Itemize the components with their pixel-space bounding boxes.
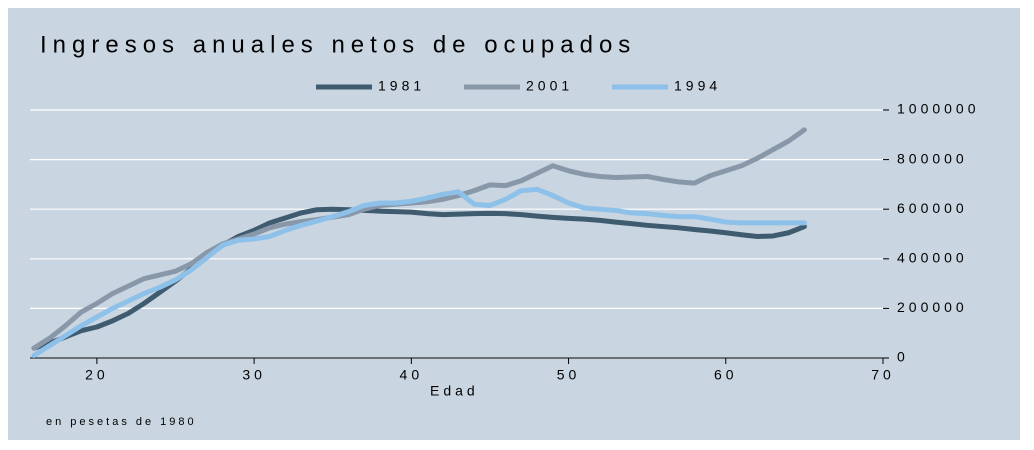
y-tick-label: 200000 xyxy=(897,299,968,315)
x-tick-label: 60 xyxy=(714,367,738,383)
line-series xyxy=(31,127,807,351)
x-tick-label: 40 xyxy=(400,367,424,383)
x-tick-label: 20 xyxy=(85,367,109,383)
x-axis-label: Edad xyxy=(430,383,479,399)
legend-label: 1994 xyxy=(674,78,721,94)
chart-background xyxy=(8,8,1020,440)
y-tick-label: 800000 xyxy=(897,150,968,166)
line-series xyxy=(31,186,807,359)
chart-title: Ingresos anuales netos de ocupados xyxy=(40,31,636,58)
x-tick-label: 50 xyxy=(557,367,581,383)
x-tick-label: 30 xyxy=(242,367,266,383)
line-series xyxy=(31,206,807,351)
x-tick-label: 70 xyxy=(871,367,895,383)
legend-label: 1981 xyxy=(378,78,425,94)
legend-label: 2001 xyxy=(526,78,573,94)
y-tick-label: 600000 xyxy=(897,200,968,216)
y-tick-label: 400000 xyxy=(897,250,968,266)
y-tick-label: 0 xyxy=(897,349,909,365)
note: en pesetas de 1980 xyxy=(46,416,197,428)
y-tick-label: 1000000 xyxy=(897,101,980,117)
